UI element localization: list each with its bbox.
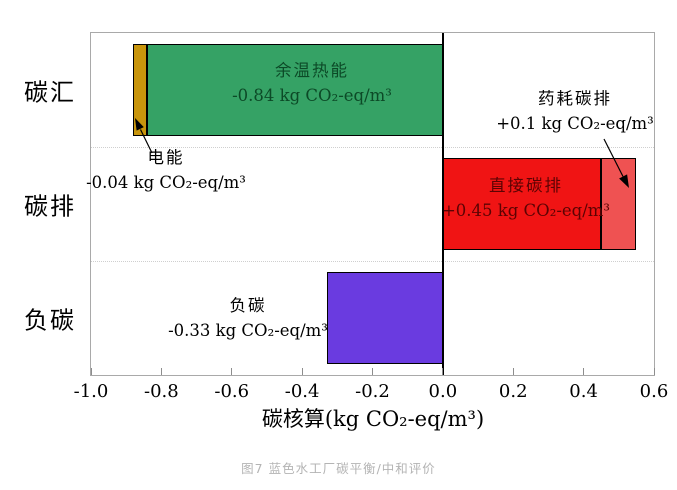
bar-segment-waste-heat	[147, 44, 443, 136]
label-chemical-emission-name: 药耗碳排	[537, 89, 612, 108]
x-axis-tick	[442, 368, 444, 375]
y-category-label: 碳排	[24, 192, 76, 221]
x-tick-label: 0.2	[498, 381, 528, 402]
label-electricity: 电能 -0.04 kg CO₂-eq/m³	[86, 145, 246, 195]
zero-axis-line	[442, 33, 444, 375]
plot-inner	[90, 33, 655, 375]
x-tick-label: -1.0	[73, 381, 109, 402]
x-axis-tick	[583, 368, 585, 375]
label-direct-emission-name: 直接碳排	[488, 176, 563, 195]
label-waste-heat-value: -0.84 kg CO₂-eq/m³	[232, 86, 392, 105]
x-tick-label: 0.4	[569, 381, 598, 402]
x-axis-title: 碳核算(kg CO₂-eq/m³)	[261, 407, 485, 431]
x-tick-label: 0.6	[639, 381, 669, 402]
x-tick-label: -0.8	[144, 381, 179, 402]
label-electricity-name: 电能	[147, 148, 185, 167]
x-axis-tick	[301, 368, 303, 375]
y-category-label: 负碳	[24, 306, 76, 335]
y-category-label: 碳汇	[24, 78, 76, 107]
figure-caption: 图7 蓝色水工厂碳平衡/中和评价	[241, 461, 436, 476]
bar-segment-direct-emission	[442, 158, 602, 250]
label-electricity-value: -0.04 kg CO₂-eq/m³	[86, 173, 246, 192]
x-axis-tick	[372, 368, 373, 375]
label-waste-heat-name: 余温热能	[274, 61, 349, 80]
x-axis-tick	[653, 368, 655, 375]
x-tick-label: -0.6	[214, 381, 250, 402]
label-chemical-emission-value: +0.1 kg CO₂-eq/m³	[496, 114, 654, 133]
row-gridline	[91, 147, 654, 148]
x-tick-label: -0.4	[284, 381, 320, 402]
x-axis-tick	[231, 368, 233, 375]
label-negative-carbon-name: 负碳	[229, 296, 267, 315]
x-axis-tick	[90, 368, 92, 375]
row-gridline	[91, 261, 654, 262]
bar-segment-electricity	[133, 44, 148, 136]
label-direct-emission-value: +0.45 kg CO₂-eq/m³	[441, 201, 611, 220]
label-waste-heat: 余温热能 -0.84 kg CO₂-eq/m³	[232, 58, 392, 108]
label-chemical-emission: 药耗碳排 +0.1 kg CO₂-eq/m³	[496, 86, 654, 136]
x-tick-label: 0.0	[428, 381, 458, 402]
label-negative-carbon-value: -0.33 kg CO₂-eq/m³	[168, 321, 328, 340]
label-direct-emission: 直接碳排 +0.45 kg CO₂-eq/m³	[442, 173, 610, 223]
x-axis-tick	[160, 368, 162, 375]
x-axis-tick	[512, 368, 514, 375]
x-tick-label: -0.2	[355, 381, 390, 402]
plot-area	[90, 32, 655, 376]
label-negative-carbon: 负碳 -0.33 kg CO₂-eq/m³	[168, 293, 328, 343]
bar-segment-negative-carbon	[326, 272, 443, 364]
